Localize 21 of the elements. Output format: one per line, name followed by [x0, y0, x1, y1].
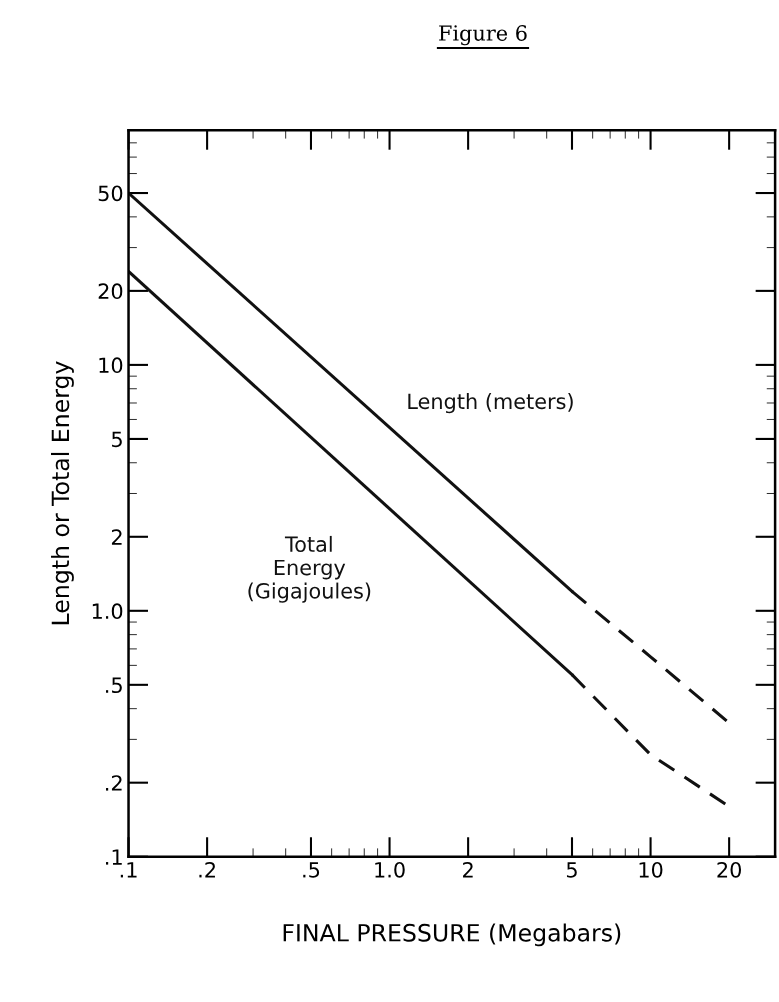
series-label: Length (meters)	[408, 393, 573, 414]
chart-title: Figure 6	[439, 25, 527, 46]
x-tick-label: .5	[303, 862, 320, 878]
y-tick-label: 2	[111, 529, 122, 545]
series-label: Total Energy (Gigajoules)	[248, 535, 371, 603]
x-tick-label: 10	[639, 861, 663, 878]
y-tick-label: 1.0	[92, 603, 123, 620]
y-tick-label: .2	[106, 775, 122, 791]
x-axis-title: FINAL PRESSURE (Megabars)	[283, 923, 621, 947]
x-tick-label: 5	[566, 862, 577, 878]
x-tick-label: 1.0	[375, 861, 405, 878]
x-tick-label: 2	[463, 861, 473, 878]
x-tick-label: .2	[199, 861, 215, 878]
y-tick-label: 10	[99, 357, 123, 374]
x-tick-label: 20	[717, 861, 742, 878]
y-tick-label: 50	[98, 185, 123, 202]
y-axis-title: Length or Total Energy	[51, 361, 74, 625]
y-tick-label: 5	[112, 431, 122, 448]
y-tick-label: .5	[106, 677, 122, 694]
y-tick-label: 20	[98, 283, 123, 300]
y-tick-label: .1	[106, 849, 122, 865]
